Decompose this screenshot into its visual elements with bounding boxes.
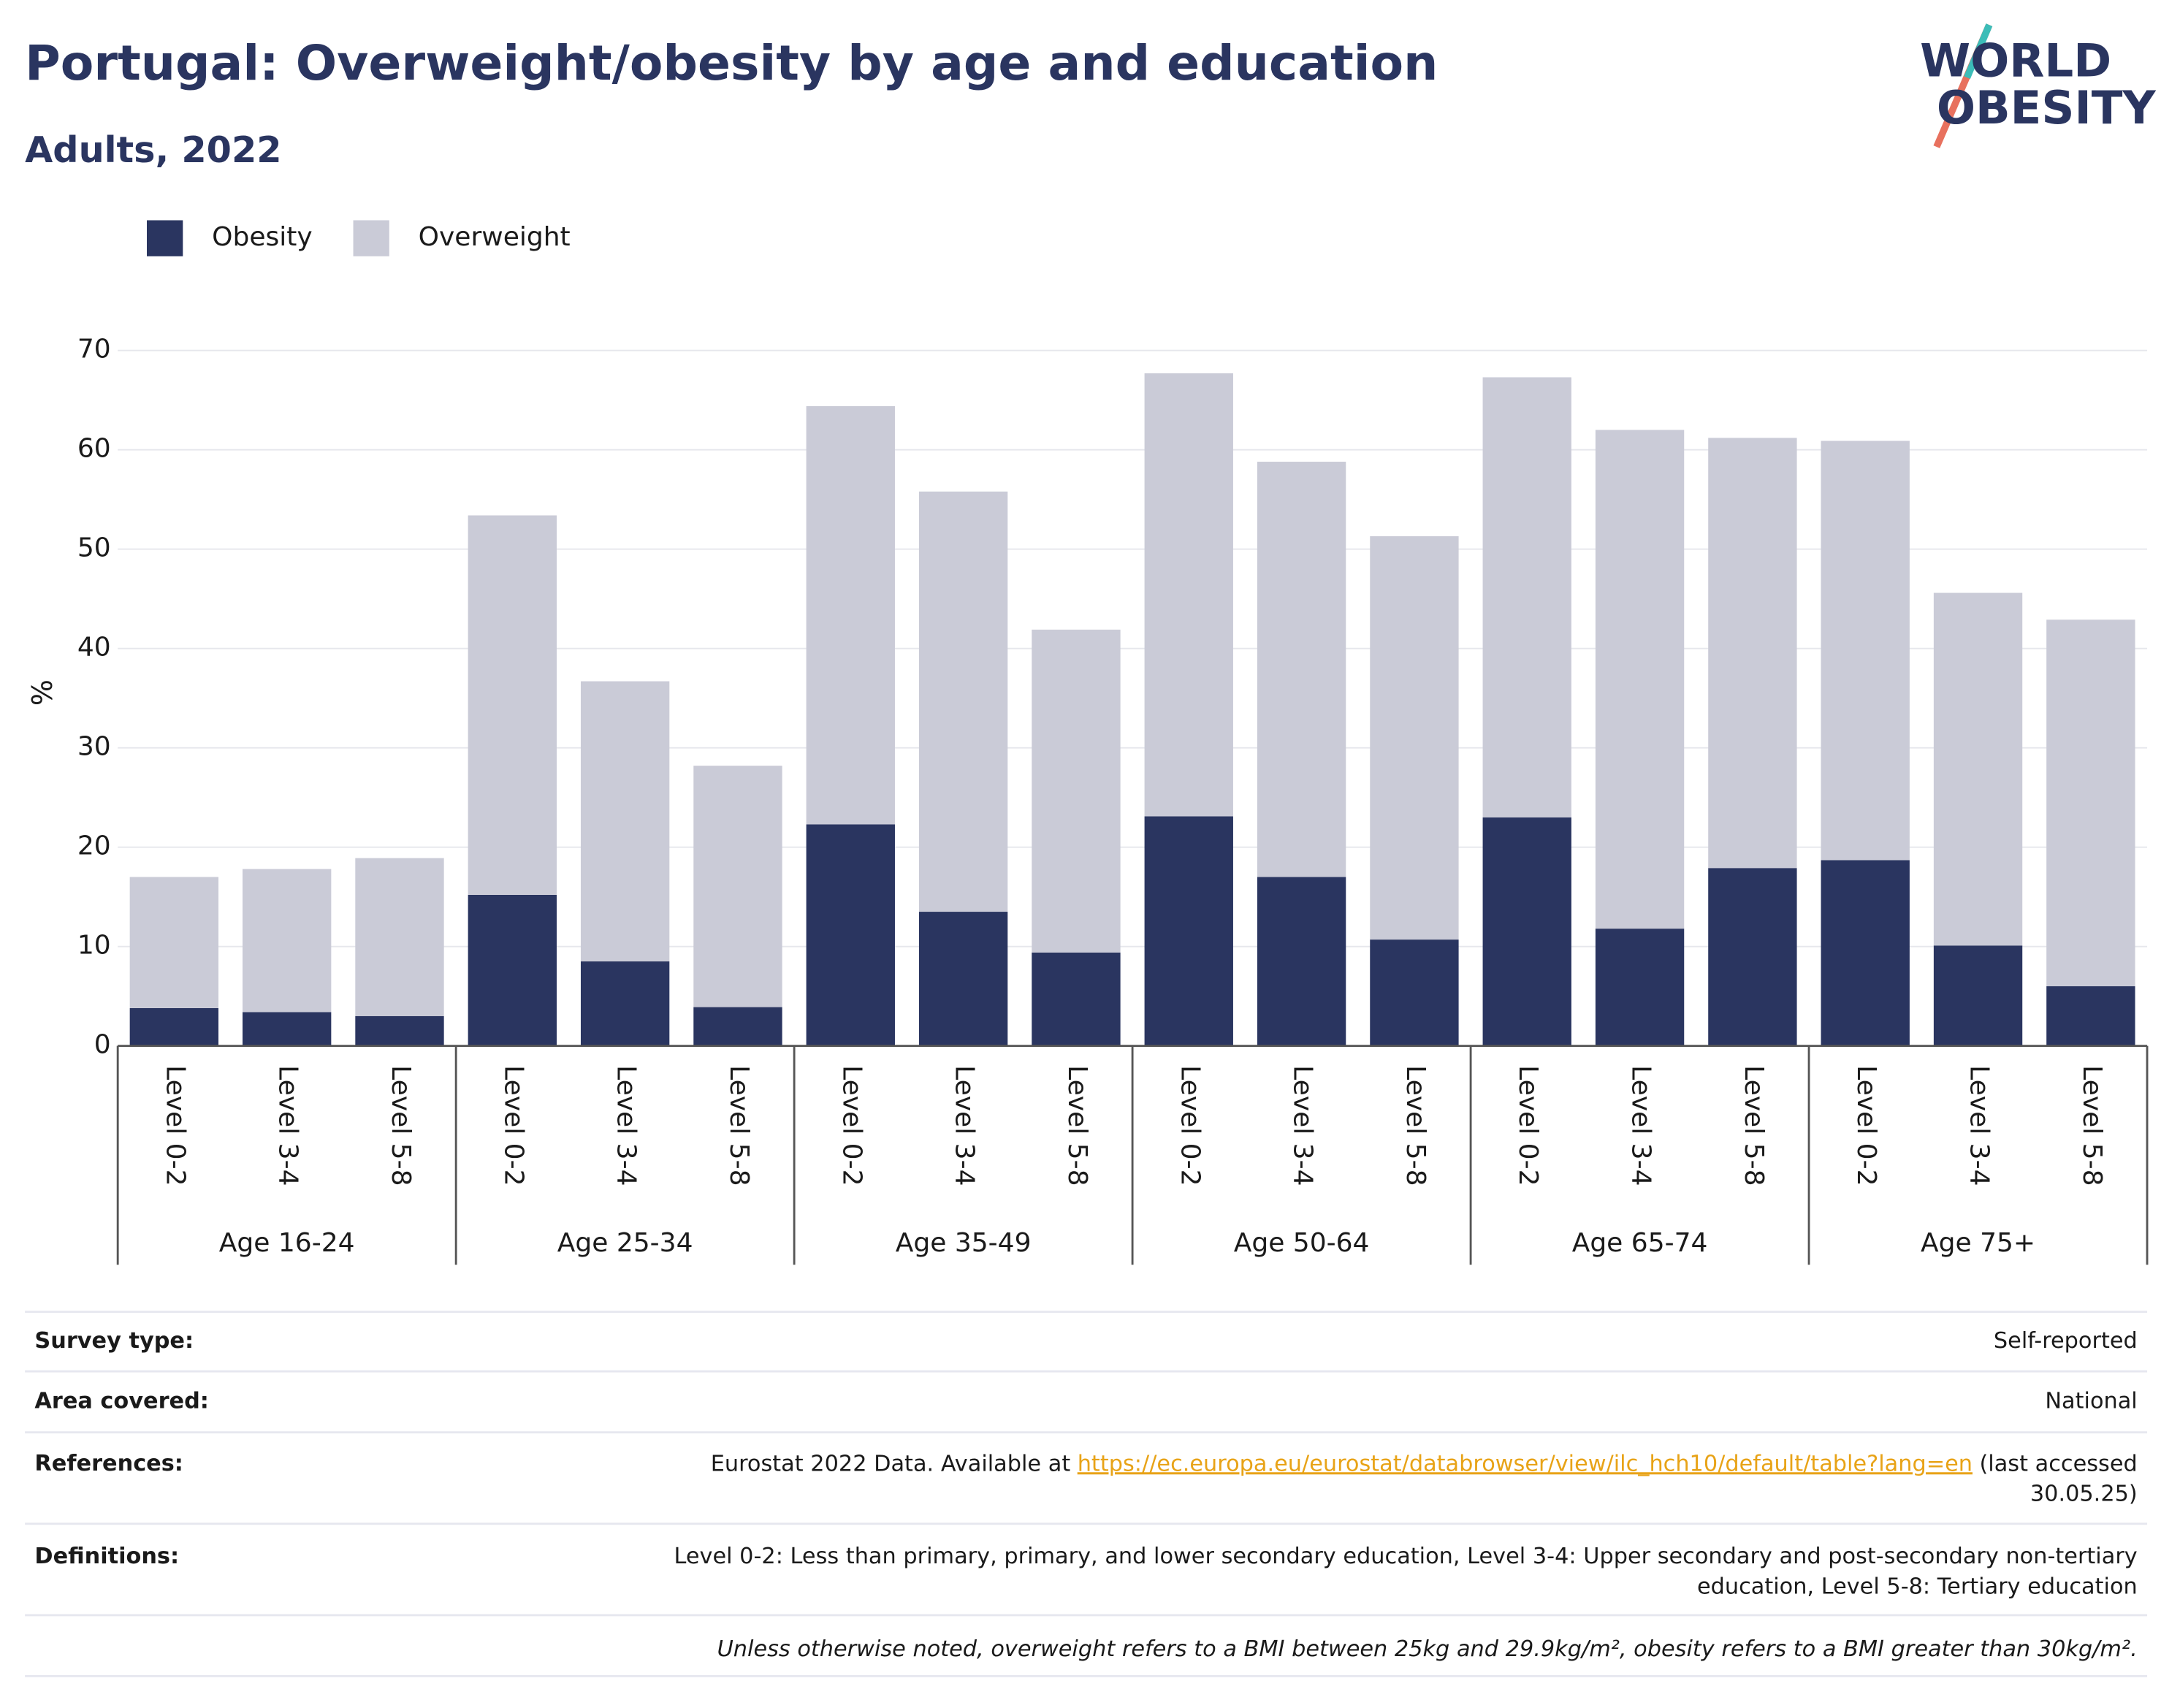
x-tick-label: Level 0-2 [1175, 1065, 1205, 1186]
bar-segment [242, 1012, 332, 1046]
row-value: National [2045, 1388, 2137, 1414]
ref-link[interactable]: https://ec.europa.eu/eurostat/databrowse… [1078, 1451, 1973, 1476]
logo-text: OBESITY [1937, 81, 2157, 134]
row-value: Self-reported [1994, 1328, 2138, 1354]
bar-segment [1482, 377, 1571, 817]
y-tick-label: 0 [94, 1030, 111, 1060]
x-tick-label: Level 0-2 [498, 1065, 528, 1186]
bar-segment [1482, 817, 1571, 1046]
bar-segment [129, 877, 219, 1008]
y-axis-label: % [26, 679, 58, 706]
bar-segment [2046, 986, 2135, 1046]
x-tick-label: Level 3-4 [1626, 1065, 1656, 1186]
bar-segment [1370, 536, 1459, 940]
bar-segment [1257, 877, 1346, 1046]
bar-segment [1595, 929, 1685, 1046]
y-tick-label: 70 [77, 335, 111, 365]
logo-text: WORLD [1920, 34, 2111, 87]
group-label: Age 35-49 [896, 1228, 1032, 1258]
bar-segment [1933, 592, 2023, 946]
row-value: Eurostat 2022 Data. Available at https://… [711, 1451, 2138, 1476]
bar-segment [1933, 945, 2023, 1046]
chart-title: Portugal: Overweight/obesity by age and … [25, 34, 1438, 91]
x-tick-label: Level 3-4 [273, 1065, 303, 1186]
row-value: 30.05.25) [2030, 1481, 2138, 1506]
x-tick-label: Level 5-8 [1400, 1065, 1430, 1186]
bar-segment [918, 912, 1008, 1046]
bar-segment [468, 515, 557, 895]
bar-segment [580, 681, 670, 962]
row-value: education, Level 5-8: Tertiary education [1697, 1574, 2138, 1600]
y-tick-label: 20 [77, 831, 111, 861]
bar-segment [1595, 430, 1685, 929]
bar-segment [242, 869, 332, 1013]
bar-segment [806, 824, 895, 1046]
bar-segment [806, 405, 895, 825]
x-tick-label: Level 3-4 [950, 1065, 980, 1186]
x-tick-label: Level 3-4 [1288, 1065, 1318, 1186]
bar-segment [1144, 816, 1233, 1046]
legend-swatch [146, 220, 183, 256]
bar-segment [355, 858, 444, 1016]
ref-text: (last accessed [1979, 1451, 2137, 1476]
y-tick-label: 50 [77, 533, 111, 563]
row-label: Area covered: [34, 1388, 209, 1414]
bar-segment [1708, 868, 1797, 1046]
legend-label: Obesity [212, 222, 313, 252]
group-label: Age 50-64 [1234, 1228, 1370, 1258]
bar-segment [1032, 629, 1121, 953]
bar-segment [1032, 952, 1121, 1046]
bar-segment [1821, 441, 1910, 861]
y-tick-label: 10 [77, 931, 111, 961]
x-tick-label: Level 0-2 [836, 1065, 866, 1186]
ref-text: Eurostat 2022 Data. Available at [711, 1451, 1071, 1476]
legend-label: Overweight [419, 222, 571, 252]
group-label: Age 65-74 [1572, 1228, 1708, 1258]
x-tick-label: Level 3-4 [1964, 1065, 1994, 1186]
group-label: Age 25-34 [557, 1228, 693, 1258]
y-tick-label: 60 [77, 434, 111, 464]
bar-segment [129, 1007, 219, 1046]
row-value: Level 0-2: Less than primary, primary, a… [674, 1544, 2137, 1569]
bar-segment [1144, 373, 1233, 817]
row-label: Survey type: [34, 1328, 194, 1354]
x-tick-label: Level 5-8 [2077, 1065, 2107, 1186]
x-tick-label: Level 5-8 [1062, 1065, 1092, 1186]
y-tick-label: 40 [77, 633, 111, 663]
x-tick-label: Level 5-8 [386, 1065, 416, 1186]
x-tick-label: Level 0-2 [160, 1065, 190, 1186]
group-label: Age 16-24 [219, 1228, 355, 1258]
row-label: References: [34, 1451, 183, 1476]
x-tick-label: Level 0-2 [1851, 1065, 1881, 1186]
bar-segment [1821, 860, 1910, 1046]
bar-segment [918, 491, 1008, 912]
bar-segment [580, 961, 670, 1046]
bar-segment [2046, 619, 2135, 987]
bar-segment [355, 1015, 444, 1046]
note: Unless otherwise noted, overweight refer… [717, 1636, 2138, 1662]
x-tick-label: Level 0-2 [1513, 1065, 1543, 1186]
bar-segment [1370, 939, 1459, 1046]
legend-swatch [353, 220, 389, 256]
logo-slash [1964, 23, 1993, 80]
x-tick-label: Level 3-4 [611, 1065, 641, 1186]
bar-segment [468, 894, 557, 1046]
chart-subtitle: Adults, 2022 [25, 129, 281, 171]
x-tick-label: Level 5-8 [1739, 1065, 1769, 1186]
y-tick-label: 30 [77, 732, 111, 762]
bar-segment [1708, 438, 1797, 869]
group-label: Age 75+ [1921, 1228, 2035, 1258]
row-label: Definitions: [34, 1544, 179, 1569]
bar-segment [1257, 462, 1346, 877]
bar-segment [693, 766, 782, 1007]
bar-segment [693, 1007, 782, 1046]
x-tick-label: Level 5-8 [724, 1065, 754, 1186]
